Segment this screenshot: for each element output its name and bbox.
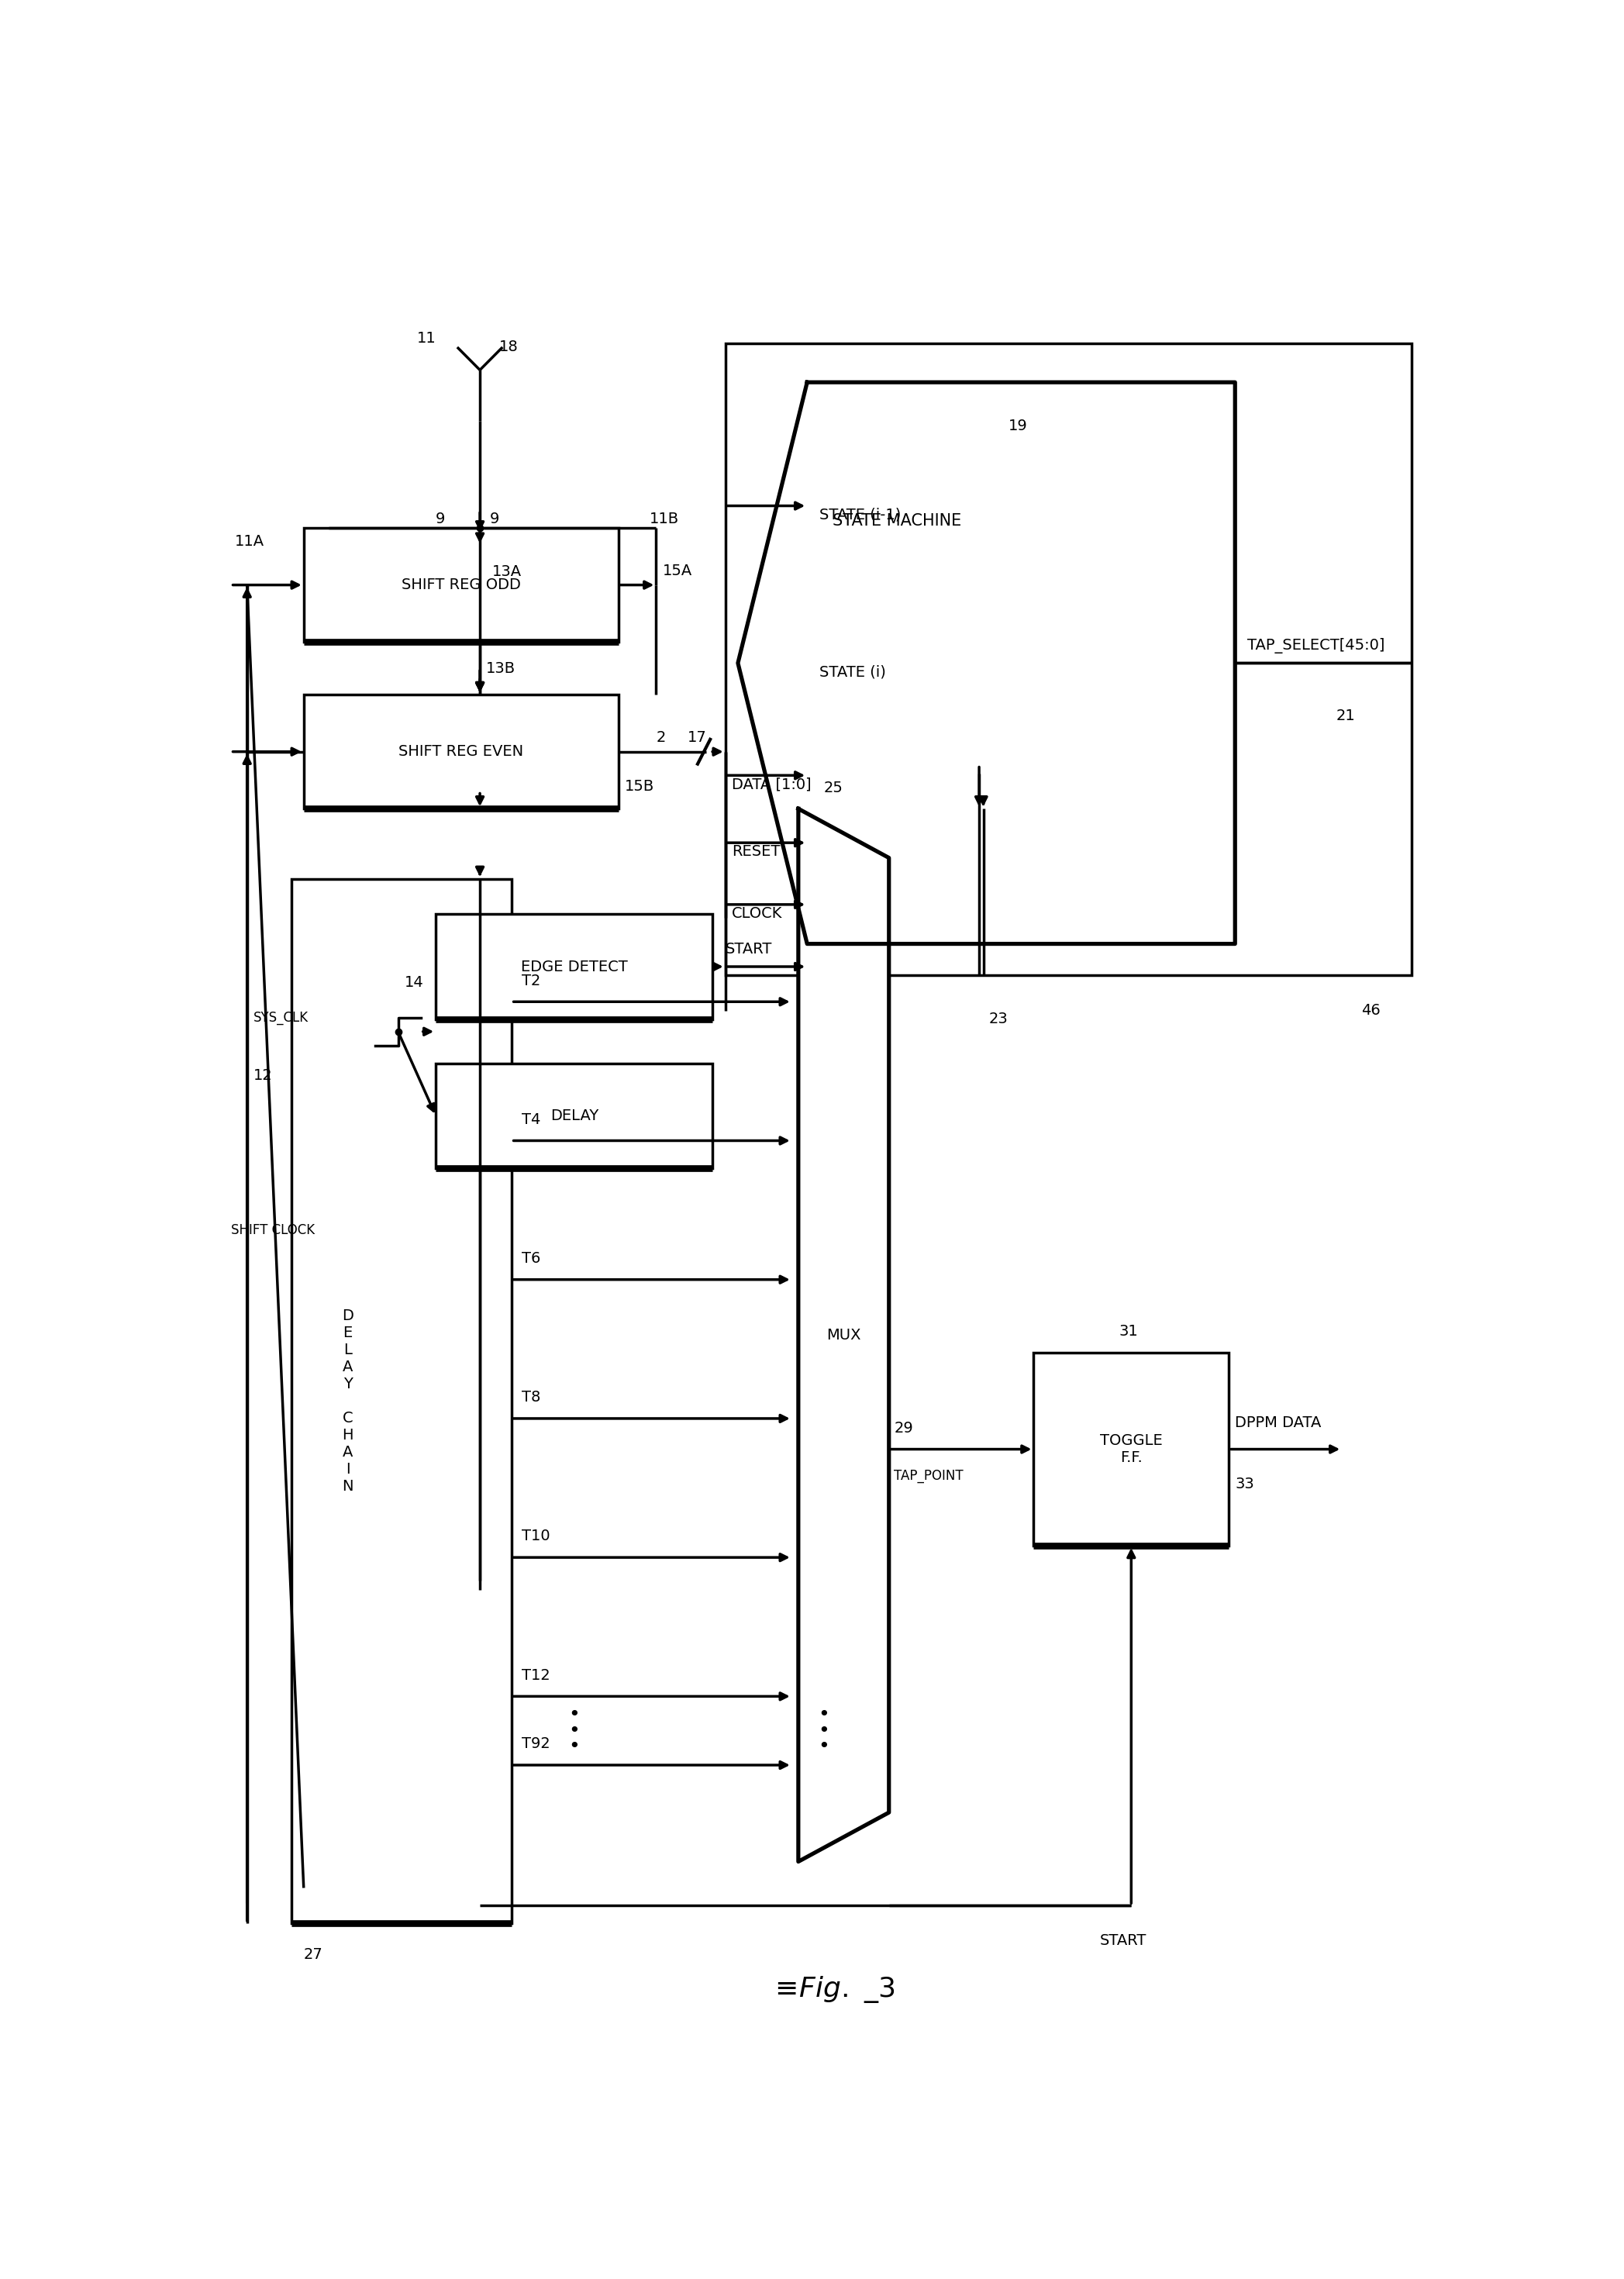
Text: 27: 27 [304,1946,323,1962]
Text: T92: T92 [521,1737,551,1750]
Text: 14: 14 [404,975,424,989]
Text: MUX: MUX [827,1329,861,1342]
Text: T6: T6 [521,1251,541,1265]
Text: START: START [1099,1933,1147,1949]
Text: T8: T8 [521,1390,541,1404]
Text: DATA [1:0]: DATA [1:0] [731,777,810,791]
Text: 15B: 15B [625,779,654,793]
Text: TAP_POINT: TAP_POINT [893,1468,963,1484]
Bar [726,344,1411,975]
Text: 21: 21 [1335,709,1354,722]
Text: DELAY: DELAY [551,1108,598,1124]
Text: T2: T2 [521,973,541,989]
Polygon shape [737,383,1234,944]
Text: 11: 11 [417,330,437,346]
Bar [435,1062,713,1169]
Text: $\mathit{\equiv\!Fig.\ \_3}$: $\mathit{\equiv\!Fig.\ \_3}$ [770,1974,895,2006]
Polygon shape [799,809,888,1862]
Text: DPPM DATA: DPPM DATA [1236,1415,1322,1431]
Bar [1033,1354,1229,1545]
Text: T4: T4 [521,1112,541,1126]
Text: START: START [726,941,771,957]
Bar [304,529,619,643]
Text: 13B: 13B [486,661,516,675]
Text: T10: T10 [521,1529,551,1543]
Text: STATE (i): STATE (i) [820,665,887,679]
Text: STATE (i-1): STATE (i-1) [820,508,901,522]
Text: 11B: 11B [650,513,679,526]
Text: SHIFT REG ODD: SHIFT REG ODD [401,577,521,593]
Text: •
•
•: • • • [818,1705,830,1755]
Text: 31: 31 [1119,1324,1138,1340]
Text: STATE MACHINE: STATE MACHINE [833,513,961,529]
Bar [304,695,619,809]
Text: 46: 46 [1361,1003,1380,1019]
Text: 9: 9 [490,513,500,526]
Text: TOGGLE
F.F.: TOGGLE F.F. [1099,1433,1163,1465]
Text: 11A: 11A [234,533,265,549]
Text: D
E
L
A
Y
 
C
H
A
I
N: D E L A Y C H A I N [343,1308,354,1493]
Text: 12: 12 [253,1069,273,1083]
Text: 15A: 15A [663,563,692,579]
Text: 33: 33 [1236,1477,1254,1493]
Text: 13A: 13A [492,565,521,579]
Text: RESET: RESET [731,843,780,859]
Text: 19: 19 [1009,419,1028,433]
Text: TAP_SELECT[45:0]: TAP_SELECT[45:0] [1247,638,1385,654]
Text: 23: 23 [989,1012,1009,1026]
Text: 2: 2 [656,729,666,745]
Text: 25: 25 [823,779,843,795]
Text: CLOCK: CLOCK [731,907,783,921]
Bar [291,880,512,1923]
Text: SHIFT REG EVEN: SHIFT REG EVEN [398,745,523,759]
Text: 17: 17 [687,729,706,745]
Text: EDGE DETECT: EDGE DETECT [521,959,628,973]
Text: T12: T12 [521,1668,551,1682]
Text: •
•
•: • • • [568,1705,580,1755]
Text: 29: 29 [893,1420,913,1436]
Bar [435,914,713,1019]
Text: 18: 18 [499,340,518,356]
Text: 9: 9 [435,513,445,526]
Text: SYS_CLK: SYS_CLK [253,1010,309,1026]
Text: SHIFT CLOCK: SHIFT CLOCK [231,1224,315,1237]
